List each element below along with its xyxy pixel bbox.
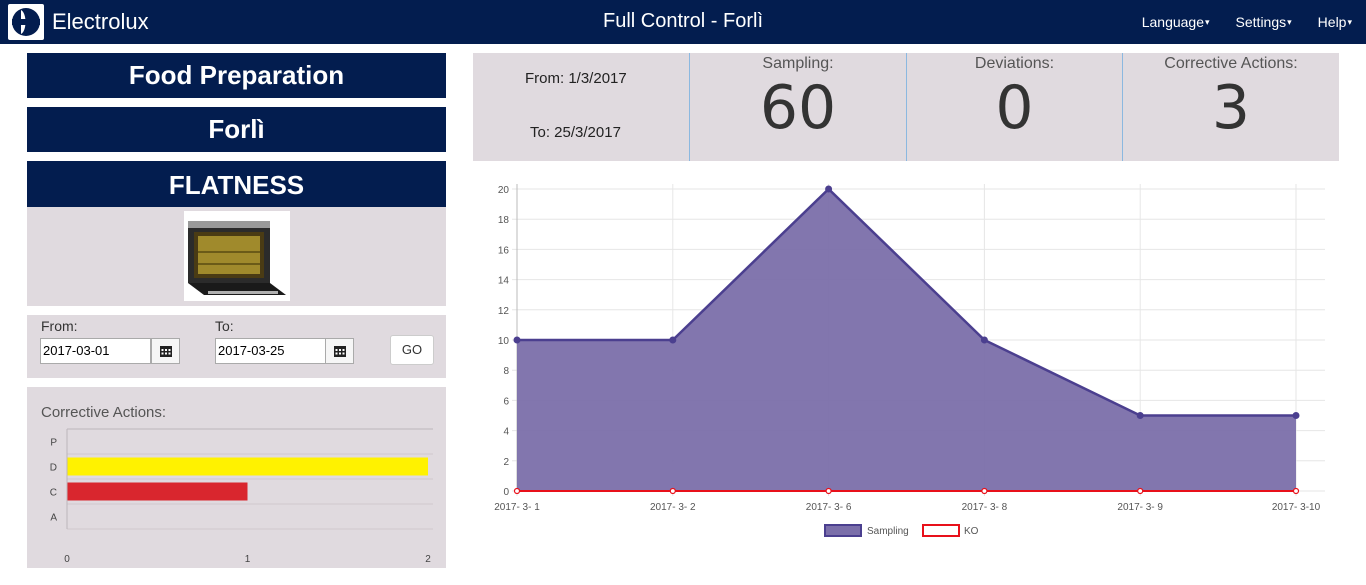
calendar-icon	[333, 346, 346, 357]
x-tick-label: 2017- 3- 1	[494, 502, 540, 513]
legend-ko-swatch	[922, 524, 960, 537]
deviations-value: 0	[995, 73, 1034, 143]
legend-ko-label: KO	[964, 526, 979, 537]
sampling-point	[1136, 412, 1144, 419]
to-date-text: To: 25/3/2017	[530, 124, 621, 141]
y-tick-label: 20	[498, 185, 510, 196]
bar	[67, 482, 248, 501]
y-tick-label: 12	[498, 306, 510, 317]
to-label: To:	[215, 318, 234, 334]
bar	[67, 457, 428, 476]
help-menu[interactable]: Help▾	[1318, 14, 1352, 30]
x-tick-label: 2017- 3- 6	[806, 502, 852, 513]
sampling-label: Sampling:	[762, 55, 834, 72]
y-tick-label: 6	[503, 396, 509, 407]
banner-category: Food Preparation	[27, 53, 446, 98]
ko-point	[669, 487, 676, 495]
y-tick-label: 2	[503, 457, 509, 468]
date-filter-panel: From: To: 2017-03-01 2017-03-25 GO	[27, 315, 446, 378]
calendar-icon	[159, 346, 172, 357]
settings-menu-label: Settings	[1235, 14, 1287, 30]
category-label: C	[50, 488, 57, 499]
nav-menu: Language▾ Settings▾ Help▾	[1142, 14, 1352, 30]
sampling-point	[513, 336, 521, 344]
x-tick-label: 2017- 3- 9	[1117, 502, 1163, 513]
chevron-down-icon: ▾	[1287, 17, 1292, 27]
category-label: P	[50, 438, 57, 449]
corrective-actions-chart: P D C A 0 1 2	[50, 428, 433, 565]
y-tick-label: 8	[503, 366, 509, 377]
banner-check: FLATNESS	[27, 161, 446, 207]
go-button[interactable]: GO	[390, 335, 434, 365]
corrective-stat: Corrective Actions: 3	[1122, 53, 1339, 161]
sampling-point	[825, 185, 833, 193]
language-menu[interactable]: Language▾	[1142, 14, 1210, 30]
corrective-actions-title: Corrective Actions:	[41, 404, 167, 421]
x-tick-label: 2017- 3-10	[1272, 502, 1321, 513]
navbar: Electrolux Full Control - Forlì Language…	[0, 0, 1366, 44]
banner-location: Forlì	[27, 107, 446, 152]
deviations-stat: Deviations: 0	[906, 53, 1122, 161]
sampling-point	[980, 336, 988, 344]
electrolux-logo-icon	[8, 4, 44, 40]
ko-point	[1137, 487, 1144, 495]
sampling-value: 60	[759, 73, 837, 143]
x-tick-label: 0	[64, 554, 70, 565]
y-tick-label: 14	[498, 276, 510, 287]
x-tick-label: 2	[425, 554, 431, 565]
y-tick-label: 18	[498, 215, 510, 226]
x-tick-label: 1	[245, 554, 251, 565]
date-range-summary: From: 1/3/2017 To: 25/3/2017	[473, 53, 689, 161]
oven-image	[184, 211, 290, 301]
deviations-label: Deviations:	[974, 55, 1055, 72]
corrective-value: 3	[1211, 73, 1251, 143]
from-date-text: From: 1/3/2017	[525, 70, 627, 87]
ko-point	[1292, 487, 1300, 495]
chevron-down-icon: ▾	[1205, 17, 1210, 27]
legend-sampling-label: Sampling	[867, 526, 909, 537]
y-tick-label: 10	[498, 336, 510, 347]
stats-bar: From: 1/3/2017 To: 25/3/2017 Sampling: 6…	[473, 53, 1339, 161]
to-calendar-button[interactable]	[325, 338, 354, 364]
ko-point	[825, 487, 832, 495]
sampling-chart: 0 2 4 6 8 10 12 14 16 18 20 2017- 3- 1 2017- 3- 2 201…	[494, 184, 1325, 537]
brand[interactable]: Electrolux	[8, 4, 149, 40]
x-tick-label: 2017- 3- 8	[962, 502, 1008, 513]
ko-point	[513, 487, 521, 495]
brand-name: Electrolux	[52, 9, 149, 34]
corrective-label: Corrective Actions:	[1164, 55, 1298, 72]
legend-sampling-swatch	[824, 524, 862, 537]
sampling-point	[669, 336, 677, 344]
sampling-line	[517, 187, 1296, 417]
sampling-point	[1292, 412, 1300, 419]
sampling-stat: Sampling: 60	[689, 53, 906, 161]
y-tick-label: 16	[498, 245, 510, 256]
help-menu-label: Help	[1317, 14, 1347, 30]
to-date-input[interactable]: 2017-03-25	[215, 338, 326, 364]
chevron-down-icon: ▾	[1347, 17, 1352, 27]
corrective-actions-panel: Corrective Actions: P D C A 0 1 2	[27, 387, 446, 568]
from-date-input[interactable]: 2017-03-01	[40, 338, 151, 364]
ko-point	[981, 487, 988, 495]
from-calendar-button[interactable]	[151, 338, 180, 364]
from-label: From:	[41, 318, 78, 334]
settings-menu[interactable]: Settings▾	[1236, 14, 1292, 30]
product-image-panel	[27, 207, 446, 306]
category-label: A	[50, 513, 57, 524]
sampling-area	[517, 189, 1296, 491]
x-tick-label: 2017- 3- 2	[650, 502, 696, 513]
page-title: Full Control - Forlì	[602, 10, 764, 32]
y-tick-label: 0	[503, 487, 509, 498]
category-label: D	[50, 463, 57, 474]
y-tick-label: 4	[503, 427, 509, 438]
language-menu-label: Language	[1141, 14, 1205, 30]
